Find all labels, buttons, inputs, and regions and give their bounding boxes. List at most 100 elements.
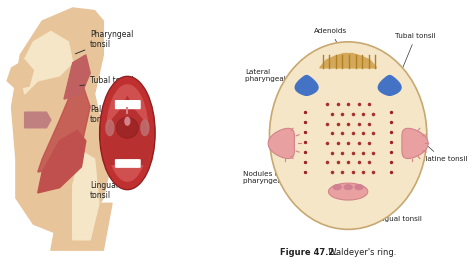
Polygon shape xyxy=(73,151,99,240)
FancyBboxPatch shape xyxy=(129,160,133,167)
Point xyxy=(323,160,331,164)
Point xyxy=(387,120,395,124)
Text: Palatine tonsil: Palatine tonsil xyxy=(417,145,467,162)
Ellipse shape xyxy=(117,117,138,138)
Point xyxy=(301,140,309,144)
Point xyxy=(370,131,377,135)
Point xyxy=(328,170,335,174)
Text: Tubal tonsil: Tubal tonsil xyxy=(395,33,436,81)
FancyBboxPatch shape xyxy=(116,160,119,167)
Text: Adenoids: Adenoids xyxy=(314,28,347,53)
Point xyxy=(338,131,346,135)
Polygon shape xyxy=(103,97,151,164)
FancyBboxPatch shape xyxy=(126,101,129,109)
Point xyxy=(301,160,309,164)
Point xyxy=(355,122,363,126)
Point xyxy=(355,160,363,164)
Polygon shape xyxy=(378,76,401,95)
Polygon shape xyxy=(320,53,376,68)
FancyBboxPatch shape xyxy=(126,160,129,167)
FancyBboxPatch shape xyxy=(137,160,140,167)
Point xyxy=(359,131,367,135)
Point xyxy=(301,110,309,114)
Point xyxy=(359,150,367,155)
Point xyxy=(387,169,395,174)
Point xyxy=(344,122,352,126)
Point xyxy=(355,102,363,106)
Polygon shape xyxy=(295,76,318,95)
Point xyxy=(328,112,335,116)
Polygon shape xyxy=(51,203,112,250)
Text: Figure 47.2.: Figure 47.2. xyxy=(281,248,338,257)
FancyBboxPatch shape xyxy=(123,160,126,167)
FancyBboxPatch shape xyxy=(116,101,119,109)
Ellipse shape xyxy=(141,120,149,136)
Polygon shape xyxy=(64,55,90,99)
Text: Lingual tonsil: Lingual tonsil xyxy=(365,194,422,222)
Point xyxy=(365,102,373,106)
FancyBboxPatch shape xyxy=(119,101,123,109)
Ellipse shape xyxy=(355,185,363,189)
FancyBboxPatch shape xyxy=(119,160,123,167)
Ellipse shape xyxy=(106,120,114,136)
Polygon shape xyxy=(38,130,86,193)
Point xyxy=(328,131,335,135)
Polygon shape xyxy=(11,8,112,235)
Point xyxy=(387,160,395,164)
Text: Pharyngeal
tonsil: Pharyngeal tonsil xyxy=(75,30,134,54)
Ellipse shape xyxy=(328,183,368,200)
Point xyxy=(349,150,356,155)
Text: Lateral
pharyngeal band: Lateral pharyngeal band xyxy=(246,69,307,107)
Point xyxy=(334,102,341,106)
Ellipse shape xyxy=(101,78,154,188)
Point xyxy=(349,112,356,116)
Text: Nodules on posterior
pharyngeal wall: Nodules on posterior pharyngeal wall xyxy=(243,132,328,184)
Point xyxy=(349,170,356,174)
Polygon shape xyxy=(25,112,51,128)
Point xyxy=(387,130,395,134)
Text: Waldeyer's ring.: Waldeyer's ring. xyxy=(323,248,397,257)
Point xyxy=(355,141,363,145)
Polygon shape xyxy=(20,31,73,94)
Point xyxy=(334,141,341,145)
Ellipse shape xyxy=(100,76,155,190)
FancyBboxPatch shape xyxy=(137,101,140,109)
Point xyxy=(387,110,395,114)
FancyBboxPatch shape xyxy=(129,101,133,109)
Point xyxy=(344,141,352,145)
Point xyxy=(323,122,331,126)
Ellipse shape xyxy=(344,185,352,189)
Text: Tubal tonsil: Tubal tonsil xyxy=(80,76,134,86)
Point xyxy=(359,112,367,116)
Point xyxy=(365,160,373,164)
Point xyxy=(338,170,346,174)
Point xyxy=(365,141,373,145)
Text: Palatine
tonsil: Palatine tonsil xyxy=(90,105,121,124)
Point xyxy=(359,170,367,174)
Ellipse shape xyxy=(269,42,427,229)
Point xyxy=(323,102,331,106)
Point xyxy=(370,112,377,116)
FancyBboxPatch shape xyxy=(133,160,137,167)
FancyBboxPatch shape xyxy=(123,101,126,109)
Point xyxy=(338,112,346,116)
Point xyxy=(323,141,331,145)
Point xyxy=(387,140,395,144)
Point xyxy=(328,150,335,155)
Point xyxy=(387,149,395,154)
Point xyxy=(334,160,341,164)
Ellipse shape xyxy=(333,185,341,189)
Ellipse shape xyxy=(107,85,148,181)
Point xyxy=(301,130,309,134)
Point xyxy=(301,120,309,124)
Ellipse shape xyxy=(125,117,130,125)
Polygon shape xyxy=(7,60,33,89)
Point xyxy=(338,150,346,155)
Point xyxy=(365,122,373,126)
Point xyxy=(344,160,352,164)
Point xyxy=(370,170,377,174)
Point xyxy=(370,150,377,155)
Polygon shape xyxy=(38,81,90,172)
Point xyxy=(301,149,309,154)
FancyBboxPatch shape xyxy=(133,101,137,109)
